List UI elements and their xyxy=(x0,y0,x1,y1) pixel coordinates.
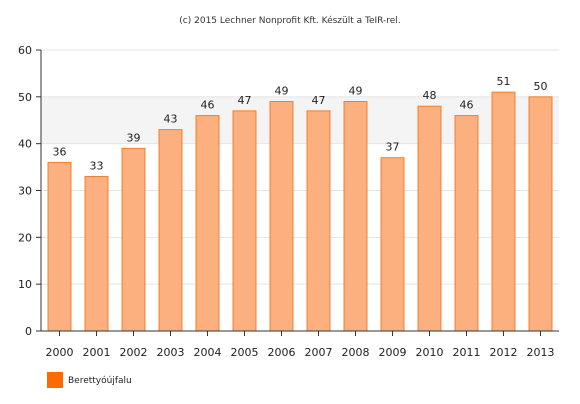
y-tick-label: 0 xyxy=(25,325,32,338)
x-tick-label: 2012 xyxy=(490,346,518,359)
y-tick-label: 20 xyxy=(18,231,32,244)
bars xyxy=(47,91,553,332)
axes: 0 10 20 30 40 50 60 2000 2001 2002 2003 2004 2005 200… xyxy=(18,44,559,359)
bar xyxy=(380,157,405,332)
bar-value-label: 51 xyxy=(497,75,511,88)
legend: Berettyóújfalu xyxy=(47,372,132,388)
y-tick-label: 10 xyxy=(18,278,32,291)
chart-credit: (c) 2015 Lechner Nonprofit Kft. Készült … xyxy=(179,15,400,26)
x-tick-label: 2001 xyxy=(83,346,111,359)
bar-value-label: 50 xyxy=(534,80,548,93)
y-tick-label: 40 xyxy=(18,138,32,151)
x-tick-label: 2003 xyxy=(157,346,185,359)
plot-shaded-band xyxy=(41,96,559,144)
x-tick-label: 2006 xyxy=(268,346,296,359)
x-tick-label: 2004 xyxy=(194,346,222,359)
y-tick-label: 50 xyxy=(18,91,32,104)
gridlines xyxy=(41,49,559,285)
bar xyxy=(528,96,553,332)
x-tick-label: 2013 xyxy=(527,346,555,359)
legend-swatch xyxy=(47,372,63,388)
bar xyxy=(158,129,183,332)
bar xyxy=(232,110,257,332)
x-tick-label: 2008 xyxy=(342,346,370,359)
bar xyxy=(269,101,294,332)
data-labels: 36 33 39 43 46 47 49 47 49 37 48 46 51 50 xyxy=(53,75,548,172)
y-tick-label: 30 xyxy=(18,185,32,198)
x-tick-label: 2009 xyxy=(379,346,407,359)
bar xyxy=(84,175,109,332)
bar-value-label: 43 xyxy=(164,113,178,126)
bar xyxy=(454,115,479,332)
x-tick-label: 2007 xyxy=(305,346,333,359)
bar-value-label: 46 xyxy=(201,99,215,112)
bar-value-label: 49 xyxy=(349,85,363,98)
x-tick-label: 2002 xyxy=(120,346,148,359)
bar-value-label: 46 xyxy=(460,99,474,112)
bar-value-label: 36 xyxy=(53,145,67,158)
bar xyxy=(417,105,442,332)
bar xyxy=(491,91,516,332)
bar xyxy=(121,147,146,332)
bar-value-label: 47 xyxy=(312,94,326,107)
bar xyxy=(47,161,72,332)
x-tick-label: 2011 xyxy=(453,346,481,359)
bar xyxy=(195,115,220,332)
bar-value-label: 37 xyxy=(386,141,400,154)
bar xyxy=(306,110,331,332)
bar-value-label: 49 xyxy=(275,85,289,98)
bar xyxy=(343,101,368,332)
bar-value-label: 48 xyxy=(423,89,437,102)
y-tick-label: 60 xyxy=(18,44,32,57)
bar-value-label: 47 xyxy=(238,94,252,107)
x-tick-label: 2005 xyxy=(231,346,259,359)
bar-value-label: 39 xyxy=(127,131,141,144)
x-tick-label: 2010 xyxy=(416,346,444,359)
bar-value-label: 33 xyxy=(90,159,104,172)
x-tick-label: 2000 xyxy=(46,346,74,359)
legend-label: Berettyóújfalu xyxy=(68,375,132,386)
